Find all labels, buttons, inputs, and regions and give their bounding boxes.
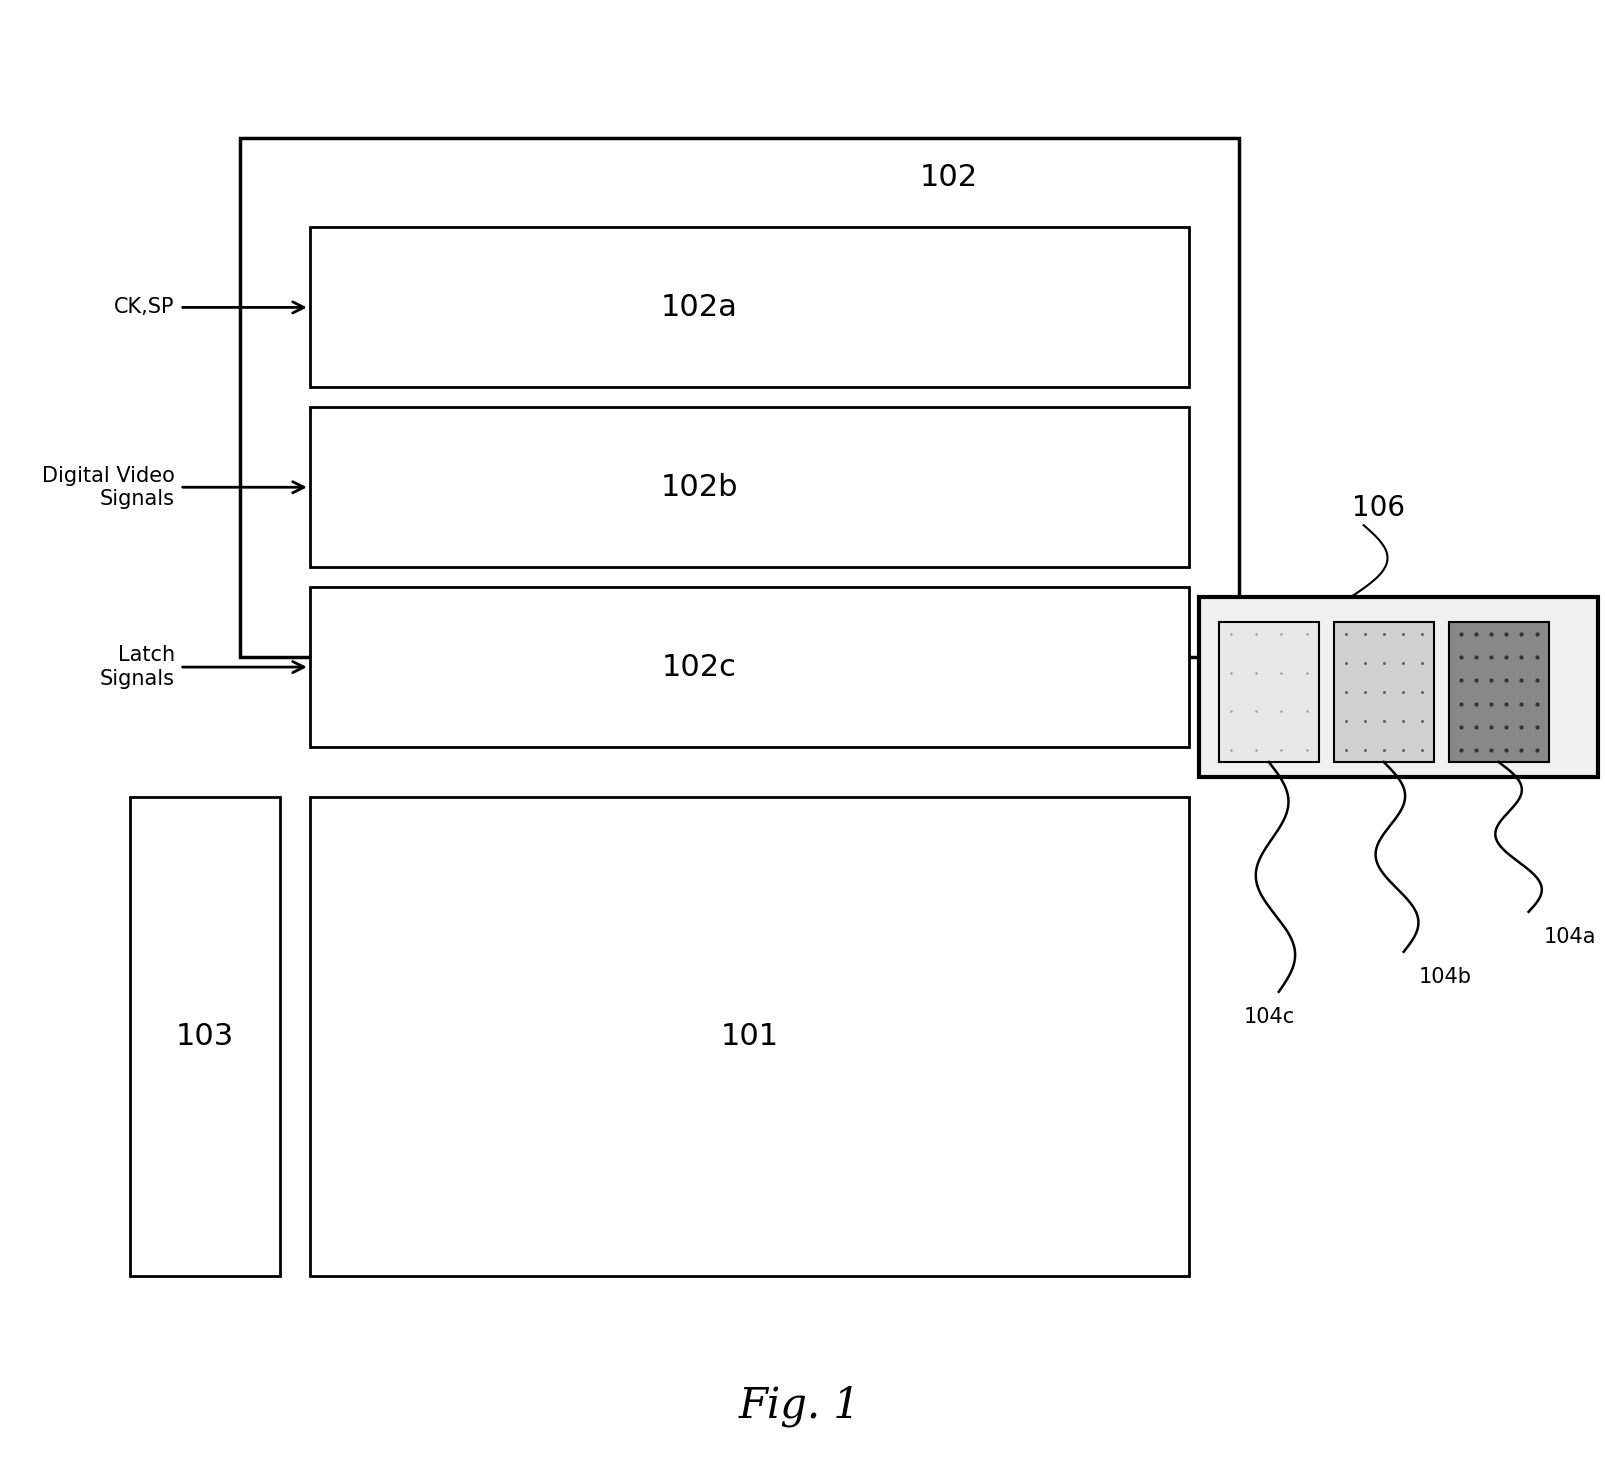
Text: 104a: 104a xyxy=(1542,928,1595,947)
Bar xyxy=(310,798,1188,1276)
Bar xyxy=(310,227,1188,387)
Text: 106: 106 xyxy=(1351,495,1404,523)
Text: 102a: 102a xyxy=(661,292,737,322)
Text: 102: 102 xyxy=(920,162,977,192)
Text: Digital Video
Signals: Digital Video Signals xyxy=(42,465,175,510)
Bar xyxy=(1197,597,1597,777)
Bar xyxy=(310,408,1188,567)
Text: Latch
Signals: Latch Signals xyxy=(100,645,175,688)
Bar xyxy=(130,798,279,1276)
Bar xyxy=(1218,622,1318,762)
Bar xyxy=(310,588,1188,747)
Text: 102c: 102c xyxy=(661,653,737,681)
Text: 101: 101 xyxy=(719,1022,778,1052)
Text: 102b: 102b xyxy=(660,473,738,502)
Bar xyxy=(1332,622,1433,762)
Bar xyxy=(239,137,1237,657)
Text: 104b: 104b xyxy=(1417,967,1470,987)
Text: 104c: 104c xyxy=(1242,1007,1294,1027)
Text: Fig. 1: Fig. 1 xyxy=(738,1385,860,1427)
Text: 103: 103 xyxy=(175,1022,234,1052)
Text: CK,SP: CK,SP xyxy=(114,297,175,318)
Bar xyxy=(1448,622,1547,762)
